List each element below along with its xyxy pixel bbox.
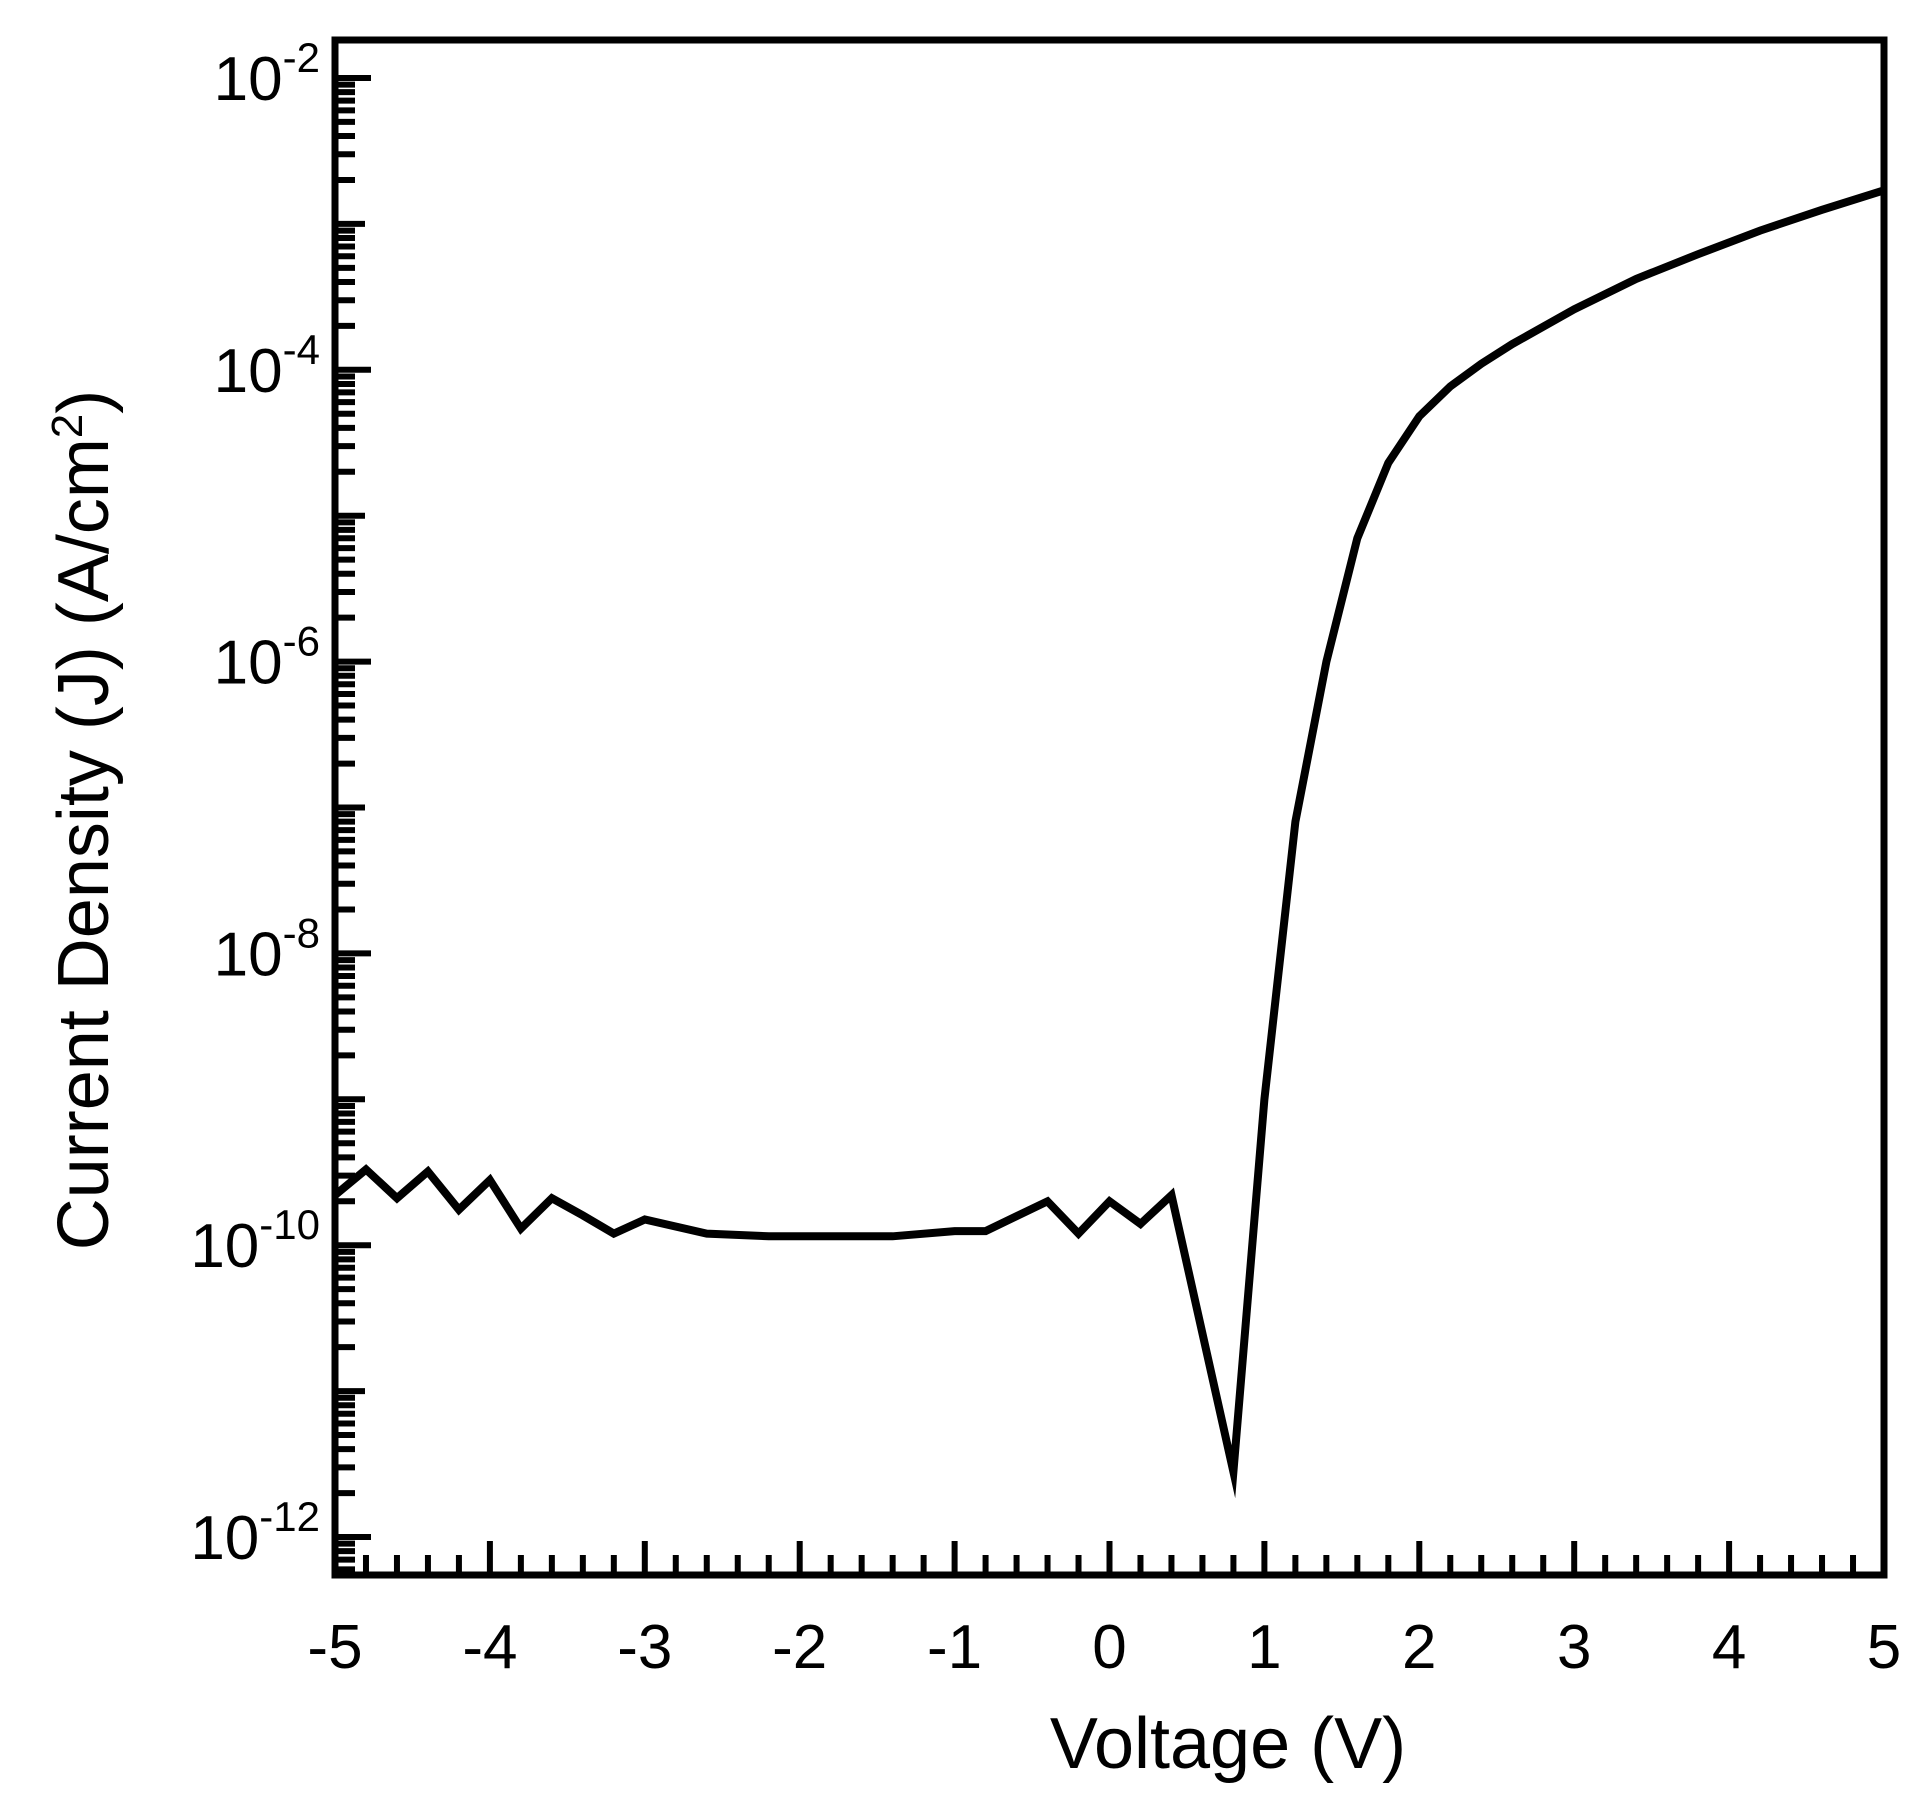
x-tick-label: 5: [1867, 1613, 1901, 1682]
y-tick-label: 10-8: [214, 909, 320, 989]
y-axis-title-close: ): [44, 390, 124, 414]
x-axis-title: Voltage (V): [1050, 1704, 1406, 1784]
x-tick-label: -2: [772, 1613, 827, 1682]
y-axis-title-main: Current Density (J) (A/cm: [44, 438, 124, 1250]
x-tick-label: 3: [1557, 1613, 1591, 1682]
x-tick-label: 0: [1092, 1613, 1126, 1682]
y-tick-label: 10-4: [214, 326, 320, 406]
series-line-0: [332, 186, 1886, 1499]
y-tick-labels: 10-2 10-4 10-6 10-8 10-10 10-12: [190, 34, 320, 1573]
y-tick-label: 10-12: [190, 1493, 320, 1573]
x-tick-label: -1: [927, 1613, 982, 1682]
y-axis-title: Current Density (J) (A/cm2): [43, 390, 124, 1251]
x-tick-label: -4: [462, 1613, 517, 1682]
x-tick-label: 2: [1402, 1613, 1436, 1682]
x-tick-label: -5: [307, 1613, 362, 1682]
data-series: [332, 186, 1886, 1499]
axis-ticks: [332, 75, 1887, 1575]
x-tick-label: 4: [1712, 1613, 1746, 1682]
x-tick-label: 1: [1247, 1613, 1281, 1682]
y-tick-label: 10-2: [214, 34, 320, 114]
y-tick-label: 10-6: [214, 618, 320, 698]
y-tick-label: 10-10: [190, 1201, 320, 1281]
x-tick-label: -3: [617, 1613, 672, 1682]
plot-frame: [331, 36, 1888, 1579]
y-axis-title-superscript: 2: [43, 414, 92, 438]
x-tick-labels: -5 -4 -3 -2 -1 0 1 2 3 4 5: [307, 1613, 1901, 1682]
